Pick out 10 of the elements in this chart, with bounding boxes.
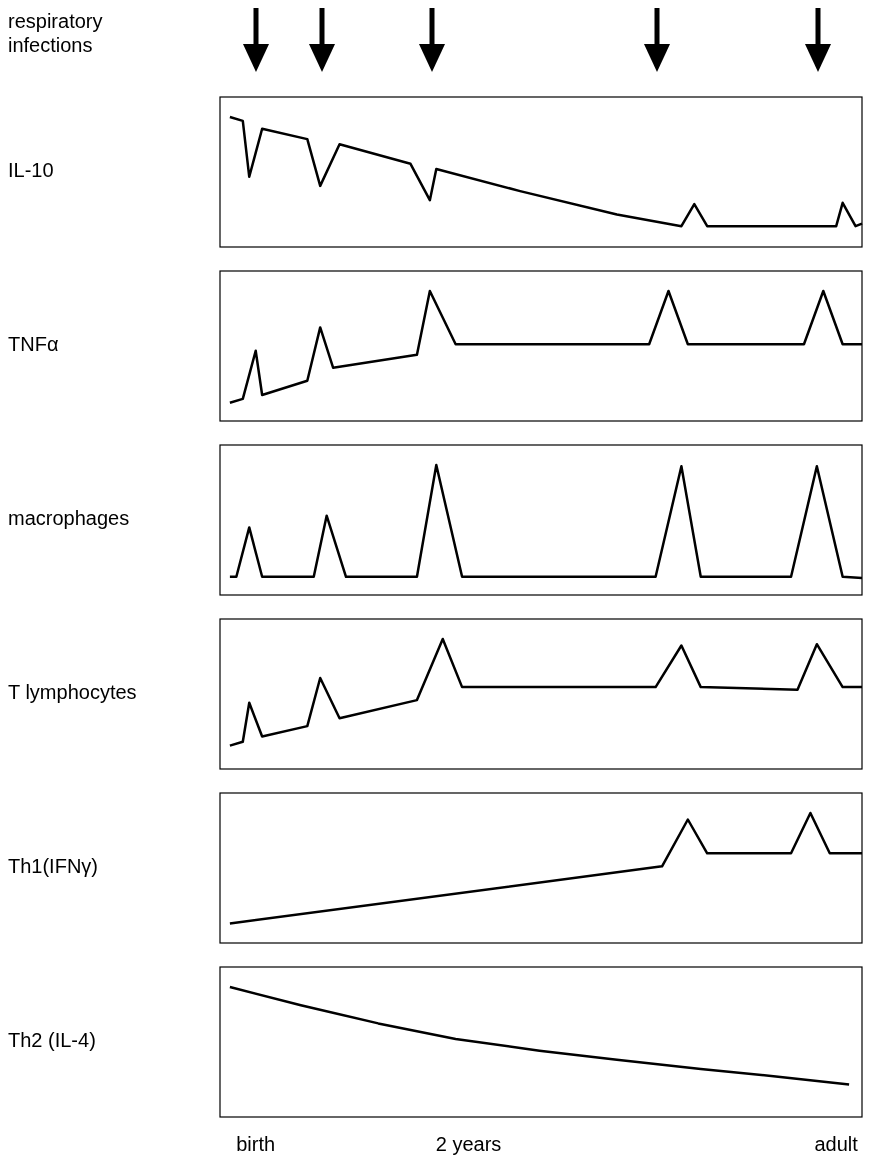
x-tick-label: adult: [814, 1133, 859, 1155]
y-axis-title: Th1(IFNγ): [8, 855, 98, 878]
y-axis-title: Th2 (IL-4): [8, 1029, 96, 1052]
y-axis-title: TNFα: [8, 333, 59, 356]
text: respiratory infections: [8, 10, 103, 56]
y-axis-title: T lymphocytes: [8, 681, 137, 704]
y-axis-title: macrophages: [8, 507, 130, 530]
x-tick-label: birth: [236, 1133, 276, 1155]
x-tick-label: 2 years: [435, 1133, 502, 1155]
y-axis-title: IL-10: [8, 159, 54, 182]
